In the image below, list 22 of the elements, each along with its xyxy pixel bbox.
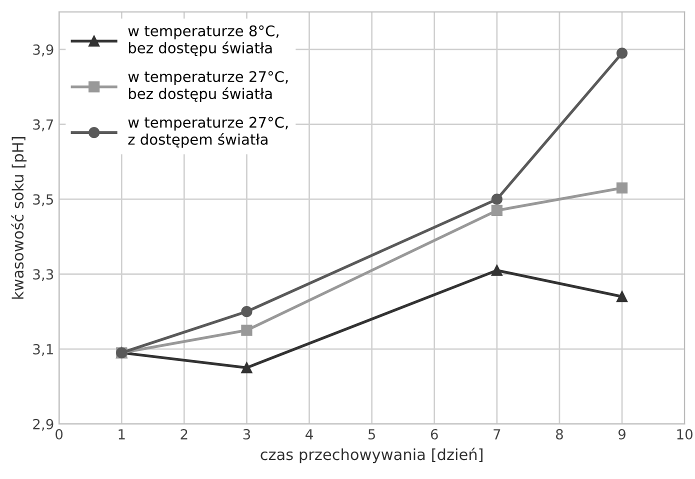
y-tick-label: 3,1 [33,344,53,356]
x-tick-label: 8 [556,429,563,440]
x-tick-label: 9 [618,429,626,440]
x-tick-label: 4 [306,429,313,440]
x-tick-label: 0 [56,429,63,440]
y-tick-label: 3,5 [33,194,53,206]
y-tick-label: 3,9 [33,44,54,56]
x-tick-label: 5 [368,429,376,440]
x-tick-label: 2 [180,429,188,440]
x-tick-label: 10 [677,429,692,440]
x-tick-label: 7 [494,429,500,440]
x-tick-label: 3 [243,429,250,440]
y-tick-label: 3,3 [33,269,54,282]
x-axis-title: czas przechowywania [dzień] [260,448,482,464]
x-tick-label: 6 [430,429,438,440]
y-axis-title: kwasowość soku [pH] [11,137,27,299]
x-tick-label: 1 [118,429,125,440]
legend-label: w temperaturze 27°C, z dostępem światła [128,116,288,148]
y-tick-label: 3,7 [33,119,54,132]
legend-label: w temperaturze 8°C, bez dostępu światła [128,25,278,56]
y-tick-label: 2,9 [33,418,54,431]
legend-label: w temperaturze 27°C, bez dostępu światła [128,71,288,102]
